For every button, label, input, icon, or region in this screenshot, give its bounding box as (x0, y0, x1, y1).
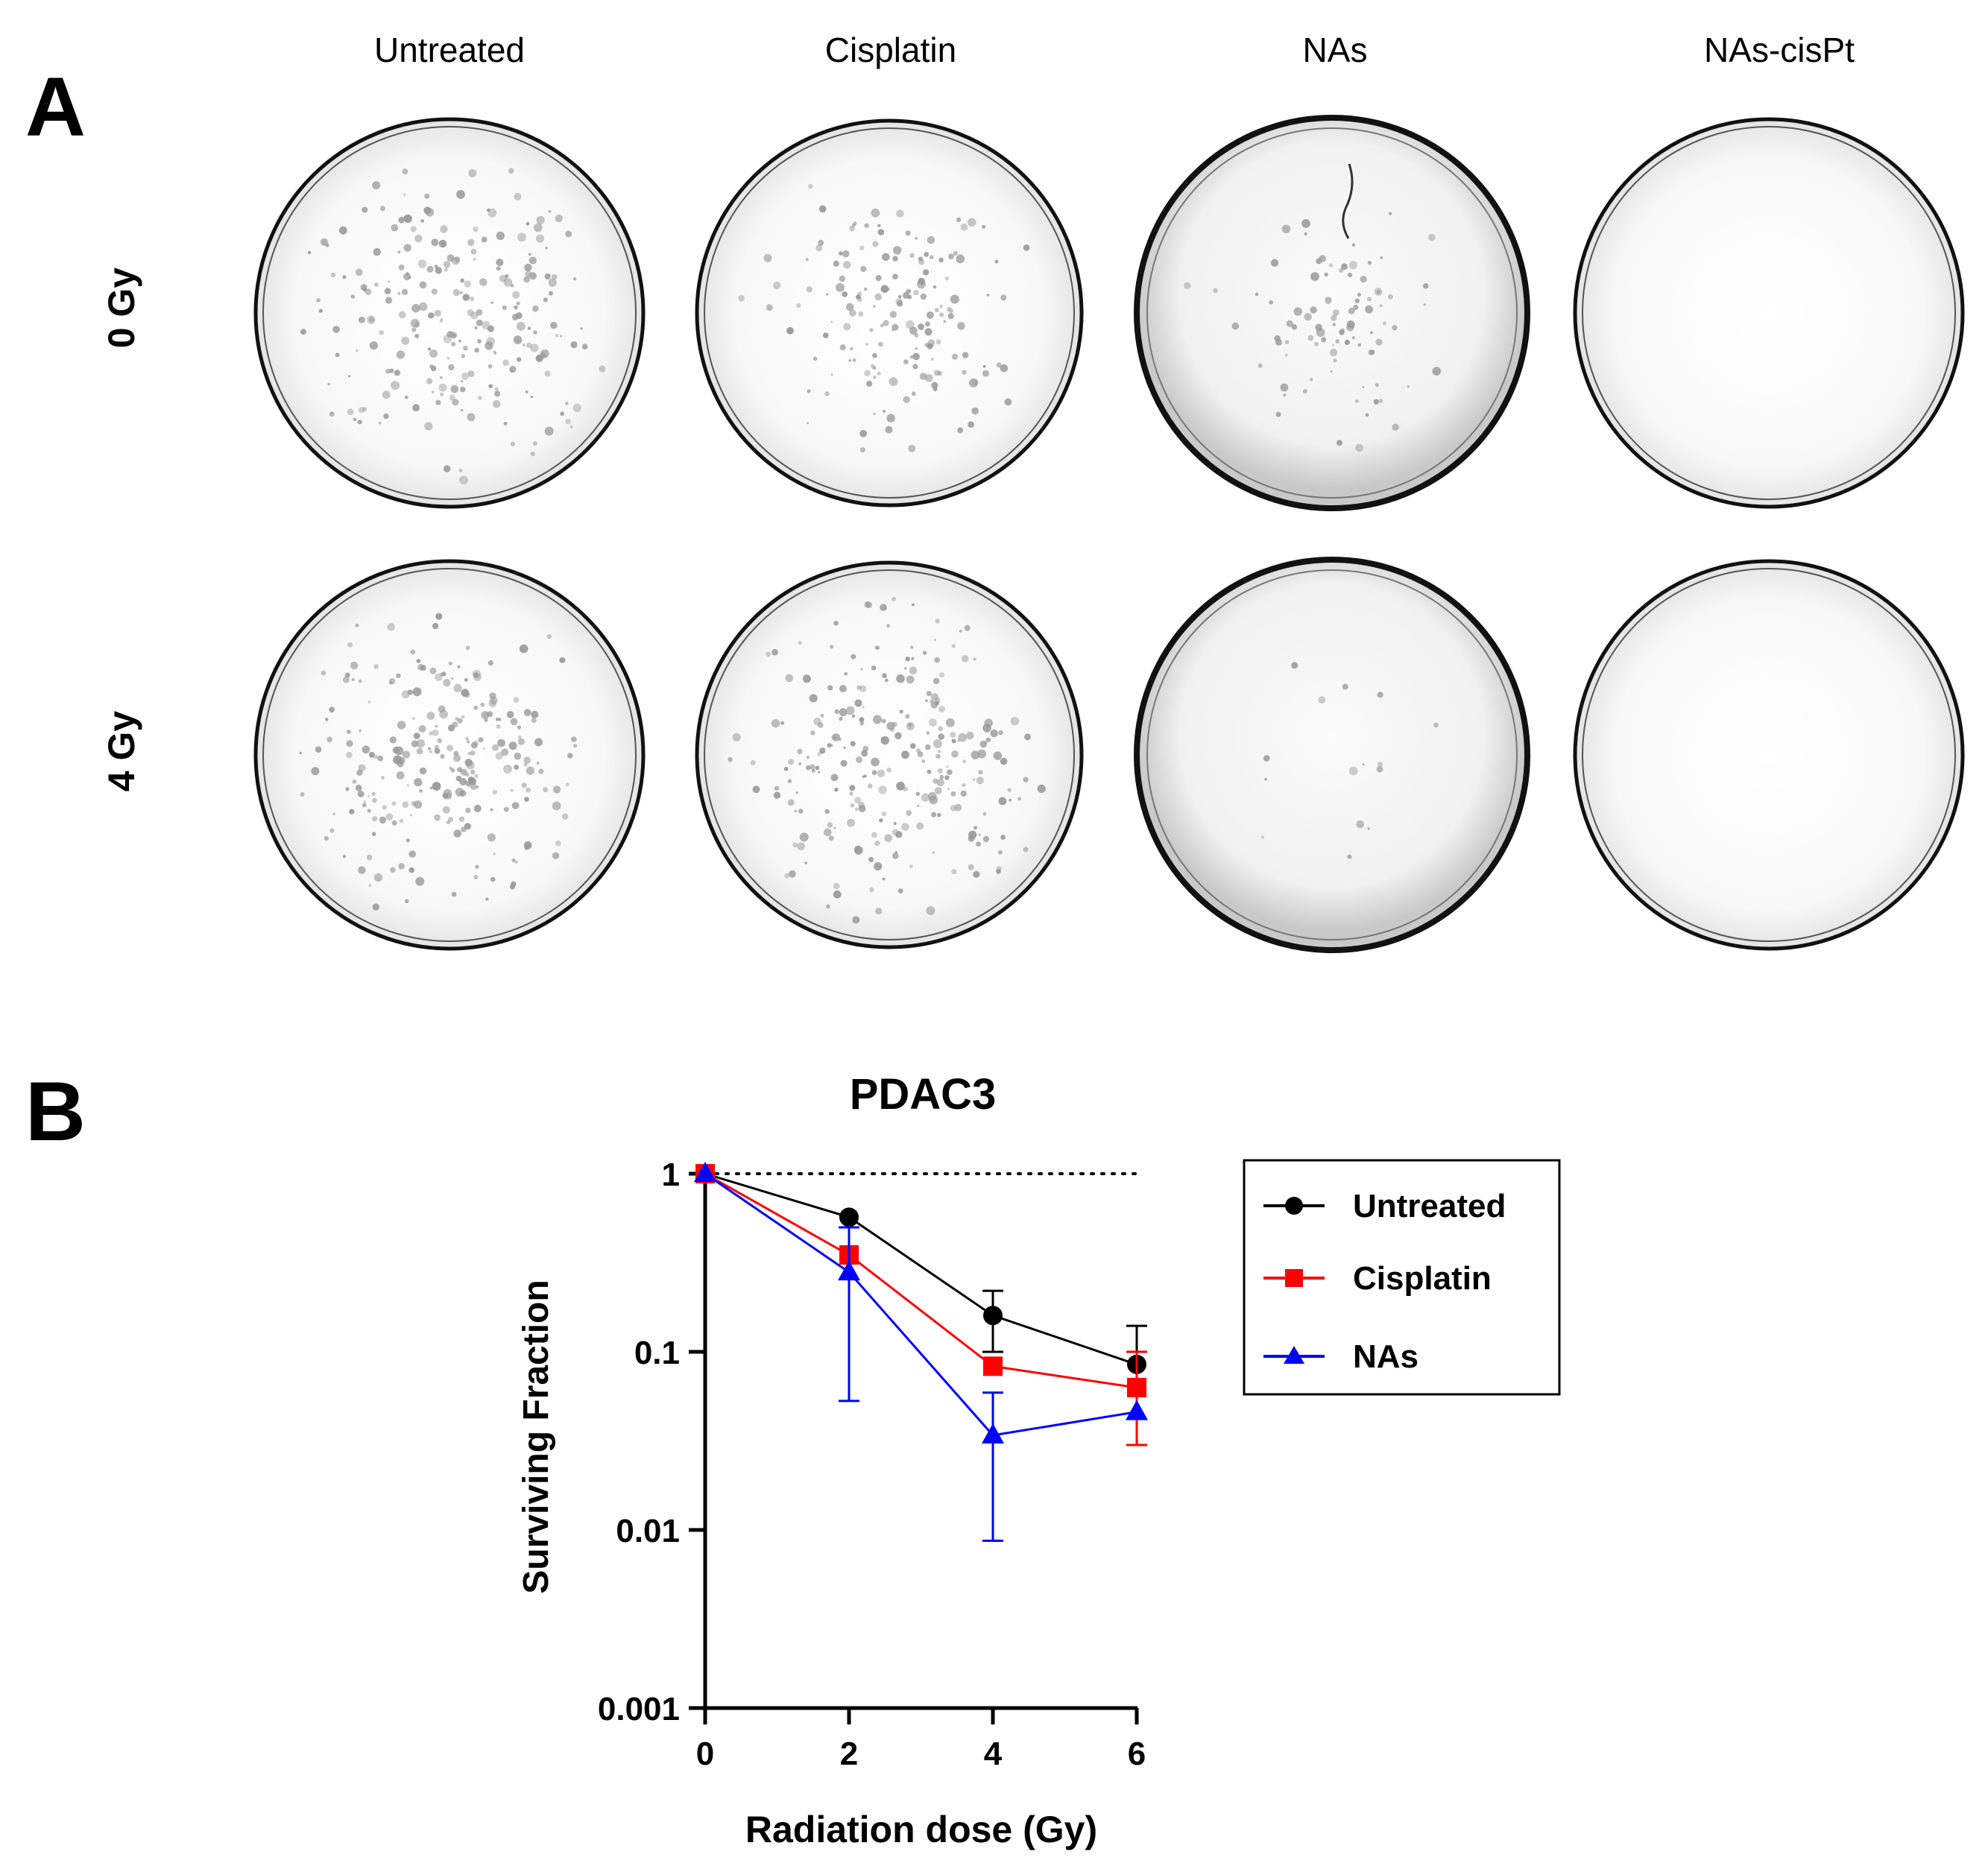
dish-nas-cispt-4gy (1573, 559, 1965, 951)
series-layer (694, 1162, 1148, 1542)
point-nas (838, 1260, 860, 1281)
colonies (738, 183, 1030, 453)
y-ticks: 0.001 0.01 0.1 1 (598, 1157, 705, 1727)
legend-label-cisplatin: Cisplatin (1353, 1260, 1492, 1297)
point-untreated (839, 1207, 859, 1227)
legend-label-untreated: Untreated (1353, 1188, 1506, 1224)
dish-nas-cispt-0gy (1573, 117, 1965, 509)
x-ticks: 0 2 4 6 (696, 1708, 1146, 1772)
line-nas (704, 1172, 1137, 1437)
colonies (299, 613, 578, 911)
legend-marker-square (1285, 1269, 1303, 1287)
y-tick-label: 0.1 (634, 1335, 680, 1371)
panel-a-letter: A (25, 60, 86, 154)
y-tick-label: 0.01 (616, 1513, 680, 1549)
x-axis-label: Radiation dose (Gy) (745, 1809, 1097, 1850)
survival-chart: PDAC3 0.001 0.01 0.1 1 0 2 4 6 Surviving Fract… (517, 1070, 1561, 1850)
column-label-nas: NAs (1302, 31, 1368, 69)
x-tick-label: 2 (840, 1736, 858, 1772)
point-cisplatin (983, 1356, 1003, 1376)
x-tick-label: 4 (984, 1736, 1003, 1772)
dish-nas-4gy (1134, 557, 1530, 953)
colonies (728, 596, 1046, 924)
x-tick-label: 6 (1128, 1736, 1146, 1772)
point-nas (982, 1423, 1004, 1443)
point-cisplatin (1127, 1377, 1146, 1397)
legend-marker-circle (1285, 1197, 1303, 1215)
colonies (1260, 662, 1439, 859)
column-label-cisplatin: Cisplatin (824, 31, 957, 69)
x-tick-label: 0 (696, 1736, 714, 1772)
legend-item-cisplatin: Cisplatin (1263, 1260, 1492, 1297)
dish-nas-0gy (1134, 115, 1530, 511)
legend: Untreated Cisplatin NAs (1243, 1159, 1561, 1396)
point-nas (694, 1162, 716, 1182)
chart-title: PDAC3 (850, 1070, 997, 1119)
colonies (300, 168, 606, 485)
y-tick-label: 0.001 (598, 1691, 680, 1727)
point-nas (1126, 1400, 1148, 1420)
legend-item-untreated: Untreated (1263, 1188, 1506, 1224)
dish-cisplatin-0gy (695, 118, 1084, 507)
panel-b-letter: B (25, 1065, 86, 1158)
series-cisplatin (695, 1164, 1147, 1446)
dish-cisplatin-4gy (695, 560, 1084, 949)
legend-marker-triangle (1284, 1346, 1304, 1364)
dish-untreated-4gy (253, 559, 646, 951)
legend-label-nas: NAs (1353, 1338, 1419, 1375)
y-axis-label: Surviving Fraction (517, 1280, 556, 1593)
column-label-untreated: Untreated (373, 31, 525, 69)
dish-untreated-0gy (253, 117, 646, 509)
colonies (1184, 212, 1441, 452)
series-nas (694, 1162, 1148, 1542)
line-untreated (704, 1172, 1137, 1366)
y-tick-label: 1 (662, 1157, 680, 1193)
point-untreated (983, 1306, 1003, 1326)
legend-item-nas: NAs (1263, 1338, 1419, 1375)
line-cisplatin (704, 1172, 1137, 1389)
column-label-nas-cispt: NAs-cisPt (1704, 31, 1855, 69)
